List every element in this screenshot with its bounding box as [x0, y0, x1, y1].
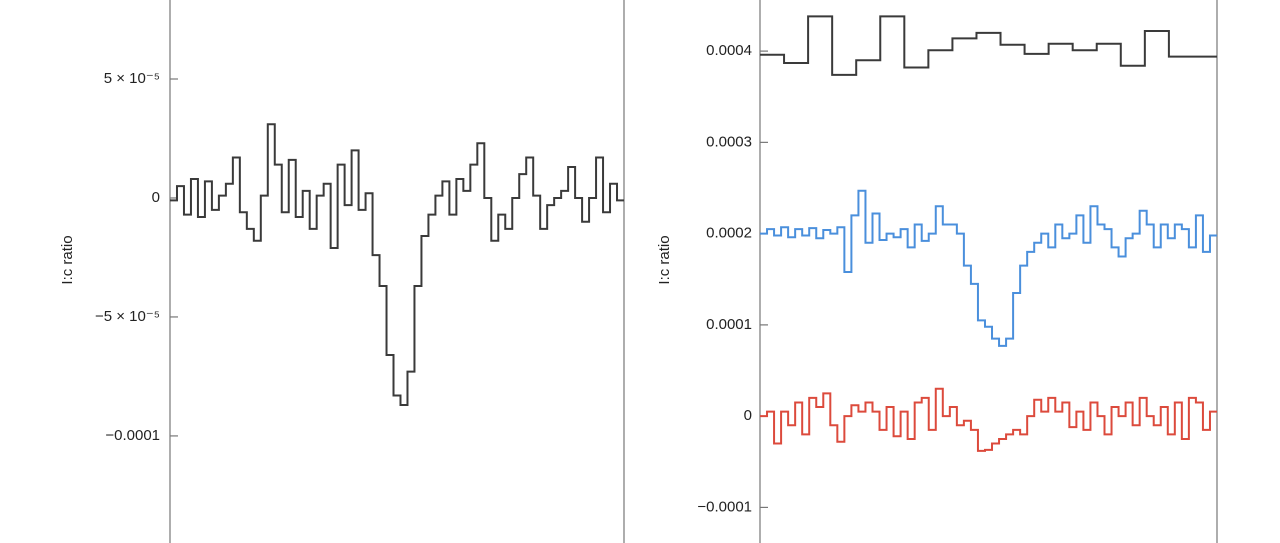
y-axis-label: I:c ratio: [59, 235, 76, 284]
y-tick-label: −0.0001: [105, 427, 160, 444]
y-tick-label: 0.0001: [706, 316, 752, 333]
y-tick-label: −0.0001: [697, 498, 752, 515]
y-tick-label: 0: [152, 189, 160, 206]
step-line: [760, 189, 1217, 347]
y-tick-label: 5 × 10⁻⁵: [104, 70, 160, 87]
y-axis-label: I:c ratio: [656, 235, 673, 284]
step-line: [170, 123, 624, 406]
y-tick-label: 0.0002: [706, 225, 752, 242]
step-line: [760, 15, 1217, 76]
y-tick-label: 0: [744, 407, 752, 424]
y-tick-label: 0.0003: [706, 133, 752, 150]
y-tick-label: 0.0004: [706, 42, 752, 59]
y-tick-label: −5 × 10⁻⁵: [95, 308, 160, 325]
step-line: [760, 387, 1217, 452]
